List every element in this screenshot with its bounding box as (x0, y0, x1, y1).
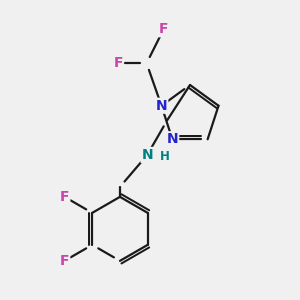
Text: F: F (60, 190, 69, 204)
Text: N: N (156, 99, 167, 113)
Text: F: F (159, 22, 168, 36)
Text: N: N (167, 132, 178, 146)
Text: F: F (60, 254, 69, 268)
Text: F: F (113, 56, 123, 70)
Text: H: H (160, 150, 170, 164)
Text: N: N (141, 148, 153, 162)
